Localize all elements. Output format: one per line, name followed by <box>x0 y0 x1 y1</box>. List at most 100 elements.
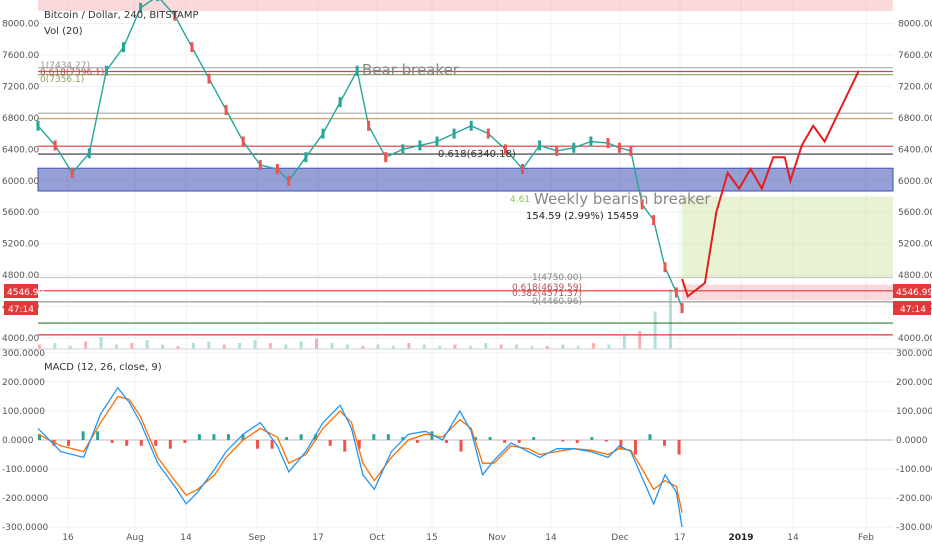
volume-bar <box>545 346 549 349</box>
macd-histogram-bar <box>270 440 274 449</box>
price-candle <box>275 163 279 174</box>
macd-histogram-bar <box>110 440 114 443</box>
y-tick-left: 8000.00 <box>2 20 39 30</box>
projection-path <box>681 70 860 298</box>
volume-bar <box>99 337 103 349</box>
y-tick-right: 6400.00 <box>898 145 932 155</box>
macd-histogram-bar <box>532 437 536 440</box>
macd-y-tick-left: 0.0000 <box>2 436 34 446</box>
last-price-badge-left: 4546.99 47:14 <box>4 284 44 315</box>
volume-bar <box>668 289 672 349</box>
macd-histogram-bar <box>401 437 405 440</box>
volume-bar <box>515 344 519 349</box>
price-candle <box>401 144 405 155</box>
volume-bar <box>238 343 242 349</box>
macd-y-tick-left: 100.0000 <box>2 407 45 417</box>
y-tick-left: 5600.00 <box>2 208 39 218</box>
volume-bar <box>330 343 334 349</box>
y-tick-right: 7200.00 <box>898 82 932 92</box>
zone-band <box>682 196 893 279</box>
y-tick-left: 7600.00 <box>2 51 39 61</box>
macd-y-tick-left: -200.0000 <box>2 494 48 504</box>
volume-bar <box>438 346 442 349</box>
fib-right-2: 0.618(4639.59) <box>512 283 582 293</box>
zone-band <box>37 167 894 192</box>
macd-histogram-bar <box>619 440 623 449</box>
horizontal-levels <box>38 66 893 336</box>
macd-y-tick-right: -300.0000 <box>896 523 932 533</box>
y-tick-left: 7200.00 <box>2 82 39 92</box>
price-candle <box>538 140 542 151</box>
macd-histogram-bar <box>604 440 608 442</box>
fib-green-label: 4.61 <box>510 195 530 205</box>
y-tick-right: 6000.00 <box>898 177 932 187</box>
price-candle <box>304 152 308 163</box>
axes: 8000.00 7600.00 7200.00 6800.00 6400.00 6000.… <box>2 20 932 543</box>
price-candle <box>663 262 667 273</box>
volume-bar <box>161 344 165 349</box>
price-candle <box>207 73 211 84</box>
price-line <box>37 0 683 309</box>
x-tick-label: 17 <box>312 533 323 543</box>
price-candle <box>617 142 621 153</box>
macd-histogram-bar <box>226 434 230 440</box>
y-tick-left: 6000.00 <box>2 177 39 187</box>
fib-left-1: 1(7434.27) <box>40 61 90 71</box>
fib-right-4: 0(4460.96) <box>532 297 582 307</box>
price-candle <box>173 10 177 21</box>
macd-histogram-bar <box>299 434 303 440</box>
fib-left-2: 0.618(7396.1) <box>40 68 104 78</box>
volume-bar <box>607 344 611 349</box>
price-candle <box>652 215 656 226</box>
macd-histogram-bar <box>168 440 172 449</box>
volume-bar <box>468 346 472 349</box>
volume-bar <box>345 344 349 349</box>
price-candle <box>674 287 678 298</box>
macd-histogram-bar <box>328 440 332 446</box>
volume-bar <box>207 341 211 349</box>
macd-histogram-bar <box>561 440 565 442</box>
price-candle <box>589 136 593 147</box>
price-candle <box>680 303 684 314</box>
macd-histogram-bar <box>241 434 245 440</box>
macd-histogram-bar <box>488 437 492 440</box>
macd-y-tick-right: 200.0000 <box>896 378 932 388</box>
y-tick-right: 6800.00 <box>898 114 932 124</box>
volume-bar <box>561 344 565 349</box>
macd-histogram-bar <box>648 434 652 440</box>
price-candle <box>606 138 610 149</box>
price-candle <box>53 140 57 151</box>
volume-bar <box>407 343 411 349</box>
y-tick-right: 5200.00 <box>898 240 932 250</box>
volume-bar <box>284 344 288 349</box>
macd-y-tick-right: -200.0000 <box>896 494 932 504</box>
fib-mid-label: 0.618(6340.18) <box>438 149 516 160</box>
countdown-left: 47:14 <box>8 305 34 315</box>
macd-histogram-bar <box>197 434 201 440</box>
volume-bar <box>253 340 257 349</box>
macd-y-tick-right: 0.0000 <box>896 436 928 446</box>
volume-bar <box>145 340 149 349</box>
volume-bar <box>114 344 118 349</box>
macd-histogram-bar <box>633 440 637 455</box>
price-candle <box>469 120 473 131</box>
macd-histogram-bar <box>372 434 376 440</box>
macd-y-tick-right: 300.0000 <box>896 349 932 359</box>
x-tick-label: Oct <box>369 533 385 543</box>
macd-histogram-bar <box>590 437 594 440</box>
volume-bars <box>38 289 672 349</box>
y-tick-left: 6400.00 <box>2 145 39 155</box>
macd-histogram-bar <box>575 440 579 443</box>
volume-bar <box>38 344 41 349</box>
x-tick-label: 15 <box>426 533 437 543</box>
price-candle <box>486 128 490 139</box>
volume-bar <box>299 341 303 349</box>
countdown-right: 47:14 <box>900 305 926 315</box>
price-candle <box>156 0 160 2</box>
price-candle <box>521 163 524 174</box>
macd-histogram-bar <box>503 440 507 443</box>
macd-histogram-bar <box>415 440 419 443</box>
macd-histogram-bar <box>517 440 521 443</box>
volume-bar <box>422 344 426 349</box>
